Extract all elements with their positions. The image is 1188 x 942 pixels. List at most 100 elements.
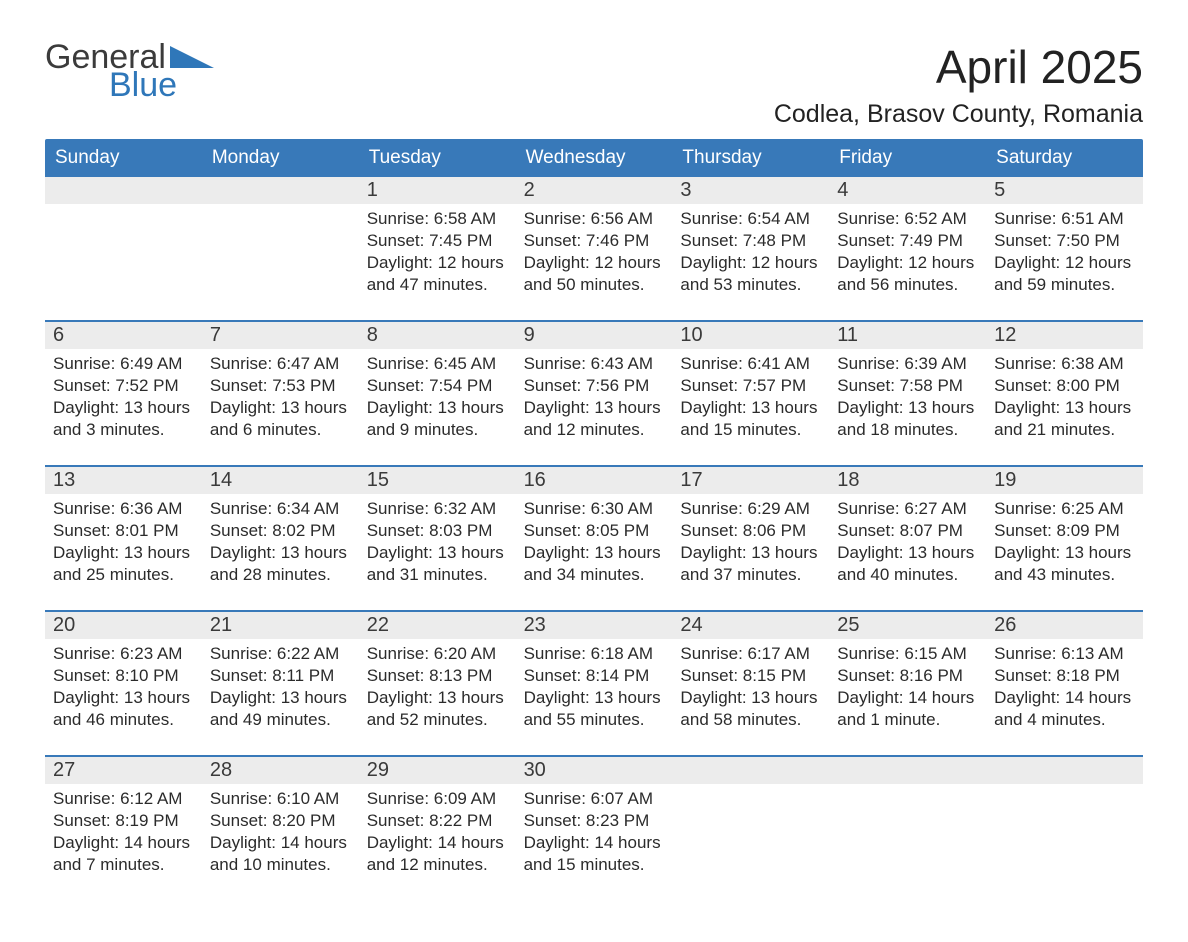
day-cell: Sunrise: 6:52 AMSunset: 7:49 PMDaylight:… [829, 204, 986, 302]
daylight-text: Daylight: 13 hours and 43 minutes. [994, 542, 1135, 586]
sunset-text: Sunset: 8:15 PM [680, 665, 821, 687]
daylight-text: Daylight: 13 hours and 21 minutes. [994, 397, 1135, 441]
sunset-text: Sunset: 8:03 PM [367, 520, 508, 542]
weeks-container: 12345 Sunrise: 6:58 AMSunset: 7:45 PM Dayl… [45, 177, 1143, 882]
daylight-text: Daylight: 13 hours and 46 minutes. [53, 687, 194, 731]
day-number: 11 [829, 322, 986, 349]
sunset-text: Sunset: 7:54 PM [367, 375, 508, 397]
week-row: 27282930Sunrise: 6:12 AMSunset: 8:19 PMD… [45, 755, 1143, 882]
daylight-text: Daylight: 13 hours and 52 minutes. [367, 687, 508, 731]
day-number: 12 [986, 322, 1143, 349]
sunset-text: Sunset: 8:14 PM [524, 665, 665, 687]
sunset-text: Sunset: 8:09 PM [994, 520, 1135, 542]
day-cell [672, 784, 829, 882]
daynum-row: 20212223242526 [45, 612, 1143, 639]
day-number [829, 757, 986, 784]
day-number: 2 [516, 177, 673, 204]
sunset-text: Sunset: 8:06 PM [680, 520, 821, 542]
day-number: 1 [359, 177, 516, 204]
daylight-text: Daylight: 12 hours and 59 minutes. [994, 252, 1135, 296]
day-number [672, 757, 829, 784]
dayname-monday: Monday [202, 139, 359, 177]
day-number: 21 [202, 612, 359, 639]
day-number: 23 [516, 612, 673, 639]
sunrise-text: Sunrise: 6:32 AM [367, 498, 508, 520]
day-cell [45, 204, 202, 302]
daynum-row: 12345 [45, 177, 1143, 204]
day-cell: Sunrise: 6:27 AMSunset: 8:07 PMDaylight:… [829, 494, 986, 592]
title-block: April 2025 Codlea, Brasov County, Romani… [774, 40, 1143, 129]
sunrise-text: Sunrise: 6:41 AM [680, 353, 821, 375]
sunset-text: Sunset: 7:56 PM [524, 375, 665, 397]
sunset-text: Sunset: 7:45 PM [367, 230, 508, 252]
calendar: Sunday Monday Tuesday Wednesday Thursday… [45, 139, 1143, 882]
sunrise-text: Sunrise: 6:12 AM [53, 788, 194, 810]
day-number: 14 [202, 467, 359, 494]
daylight-text: Daylight: 13 hours and 15 minutes. [680, 397, 821, 441]
week-row: 6789101112Sunrise: 6:49 AMSunset: 7:52 P… [45, 320, 1143, 447]
sunset-text: Sunset: 8:02 PM [210, 520, 351, 542]
sunrise-text: Sunrise: 6:15 AM [837, 643, 978, 665]
daylight-text: Daylight: 14 hours and 12 minutes. [367, 832, 508, 876]
day-cell: Sunrise: 6:38 AMSunset: 8:00 PMDaylight:… [986, 349, 1143, 447]
sunset-text: Sunset: 8:05 PM [524, 520, 665, 542]
day-number: 22 [359, 612, 516, 639]
sunset-text: Sunset: 8:20 PM [210, 810, 351, 832]
sunrise-text: Sunrise: 6:38 AM [994, 353, 1135, 375]
sunrise-text: Sunrise: 6:10 AM [210, 788, 351, 810]
daylight-text: Daylight: 13 hours and 40 minutes. [837, 542, 978, 586]
day-cell: Sunrise: 6:22 AMSunset: 8:11 PMDaylight:… [202, 639, 359, 737]
daylight-text: Daylight: 13 hours and 12 minutes. [524, 397, 665, 441]
sunrise-text: Sunrise: 6:49 AM [53, 353, 194, 375]
daylight-text: Daylight: 13 hours and 49 minutes. [210, 687, 351, 731]
dayname-row: Sunday Monday Tuesday Wednesday Thursday… [45, 139, 1143, 177]
daylight-text: Daylight: 13 hours and 55 minutes. [524, 687, 665, 731]
day-number: 17 [672, 467, 829, 494]
sunrise-text: Sunrise: 6:07 AM [524, 788, 665, 810]
sunrise-text: Sunrise: 6:22 AM [210, 643, 351, 665]
day-number [45, 177, 202, 204]
sunset-text: Sunset: 7:49 PM [837, 230, 978, 252]
sunset-text: Sunset: 8:07 PM [837, 520, 978, 542]
day-number: 24 [672, 612, 829, 639]
daylight-text: Daylight: 14 hours and 10 minutes. [210, 832, 351, 876]
day-cell: Sunrise: 6:09 AMSunset: 8:22 PMDaylight:… [359, 784, 516, 882]
sunrise-text: Sunrise: 6:54 AM [680, 208, 821, 230]
sunset-text: Sunset: 8:01 PM [53, 520, 194, 542]
sunset-text: Sunset: 8:10 PM [53, 665, 194, 687]
sunset-text: Sunset: 7:58 PM [837, 375, 978, 397]
day-number: 9 [516, 322, 673, 349]
day-number [986, 757, 1143, 784]
sunrise-text: Sunrise: 6:39 AM [837, 353, 978, 375]
daylight-text: Daylight: 12 hours and 53 minutes. [680, 252, 821, 296]
daylight-text: Daylight: 12 hours and 56 minutes. [837, 252, 978, 296]
sunrise-text: Sunrise: 6:30 AM [524, 498, 665, 520]
day-number [202, 177, 359, 204]
daylight-text: Daylight: 13 hours and 25 minutes. [53, 542, 194, 586]
daylight-text: Daylight: 13 hours and 34 minutes. [524, 542, 665, 586]
day-cell: Sunrise: 6:20 AMSunset: 8:13 PMDaylight:… [359, 639, 516, 737]
day-cell: Sunrise: 6:23 AMSunset: 8:10 PMDaylight:… [45, 639, 202, 737]
sunset-text: Sunset: 8:22 PM [367, 810, 508, 832]
day-number: 29 [359, 757, 516, 784]
day-cell: Sunrise: 6:54 AMSunset: 7:48 PMDaylight:… [672, 204, 829, 302]
daylight-text: Daylight: 13 hours and 31 minutes. [367, 542, 508, 586]
sunrise-text: Sunrise: 6:43 AM [524, 353, 665, 375]
daylight-text: Daylight: 14 hours and 7 minutes. [53, 832, 194, 876]
day-cell: Sunrise: 6:49 AMSunset: 7:52 PMDaylight:… [45, 349, 202, 447]
day-cell: Sunrise: 6:41 AMSunset: 7:57 PMDaylight:… [672, 349, 829, 447]
day-cell: Sunrise: 6:25 AMSunset: 8:09 PMDaylight:… [986, 494, 1143, 592]
day-number: 27 [45, 757, 202, 784]
sunrise-text: Sunrise: 6:47 AM [210, 353, 351, 375]
sunrise-text: Sunrise: 6:25 AM [994, 498, 1135, 520]
daylight-text: Daylight: 14 hours and 4 minutes. [994, 687, 1135, 731]
daylight-text: Daylight: 14 hours and 1 minute. [837, 687, 978, 731]
sunset-text: Sunset: 8:23 PM [524, 810, 665, 832]
day-cell [202, 204, 359, 302]
day-number: 4 [829, 177, 986, 204]
day-cell: Sunrise: 6:36 AMSunset: 8:01 PMDaylight:… [45, 494, 202, 592]
sunrise-text: Sunrise: 6:58 AM [367, 208, 508, 230]
logo-word-2: Blue [45, 68, 177, 102]
sunset-text: Sunset: 8:11 PM [210, 665, 351, 687]
sunrise-text: Sunrise: 6:36 AM [53, 498, 194, 520]
